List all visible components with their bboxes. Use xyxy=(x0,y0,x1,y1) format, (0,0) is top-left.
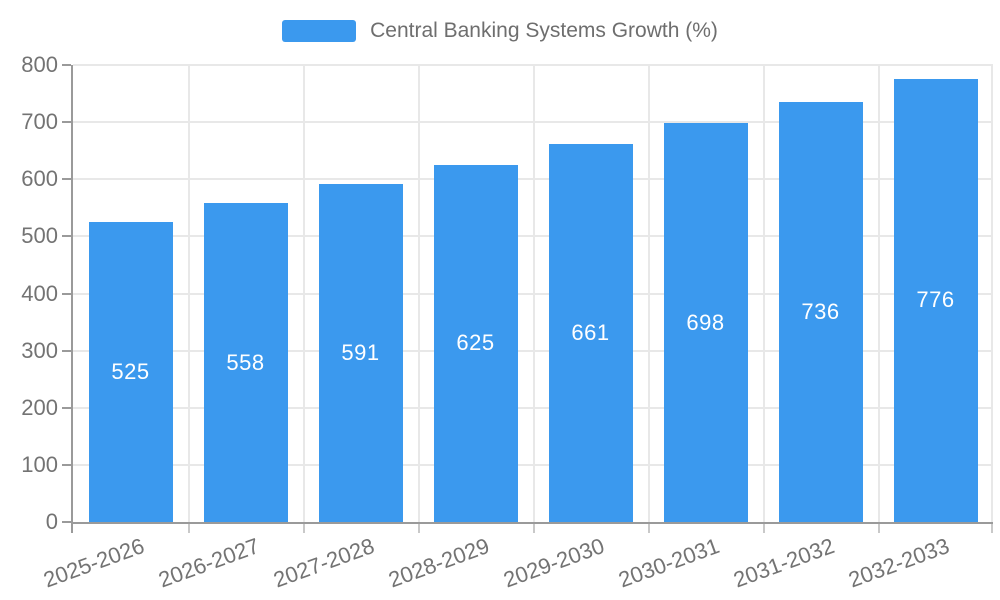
gridline-vertical xyxy=(418,65,420,522)
y-tick-label: 700 xyxy=(21,109,58,135)
bar-2025-2026[interactable]: 525 xyxy=(88,222,173,522)
bar-2028-2029[interactable]: 625 xyxy=(433,164,518,522)
y-tick-mark xyxy=(62,235,71,238)
x-tick-mark xyxy=(71,524,73,533)
x-tick-mark xyxy=(648,524,650,533)
x-tick-mark xyxy=(188,524,190,533)
y-tick-mark xyxy=(62,178,71,181)
y-tick-label: 300 xyxy=(21,337,58,363)
gridline-vertical xyxy=(533,65,535,522)
bar-2032-2033[interactable]: 776 xyxy=(893,78,978,522)
y-axis-labels: 0 100 200 300 400 500 600 700 800 xyxy=(0,52,58,534)
gridline-horizontal xyxy=(73,64,993,66)
bar-value-label: 661 xyxy=(571,320,610,346)
x-axis-line xyxy=(71,522,993,524)
y-tick-mark xyxy=(62,521,71,523)
x-tick-label: 2026-2027 xyxy=(154,533,263,593)
bar-value-label: 625 xyxy=(456,330,495,356)
legend-swatch xyxy=(282,20,357,42)
y-tick-mark xyxy=(62,463,71,466)
bar-2031-2032[interactable]: 736 xyxy=(778,101,863,522)
gridline-vertical xyxy=(303,65,305,522)
y-tick-label: 600 xyxy=(21,166,58,192)
gridline-vertical xyxy=(878,65,880,522)
gridline-vertical xyxy=(763,65,765,522)
x-tick-label: 2032-2033 xyxy=(844,533,953,593)
y-tick-label: 400 xyxy=(21,280,58,306)
bar-value-label: 591 xyxy=(341,340,380,366)
y-tick-label: 800 xyxy=(21,52,58,77)
y-tick-label: 0 xyxy=(45,509,58,534)
x-tick-label: 2029-2030 xyxy=(499,533,608,593)
bar-value-label: 736 xyxy=(801,298,840,324)
y-tick-label: 500 xyxy=(21,223,58,249)
bar-2029-2030[interactable]: 661 xyxy=(548,144,633,522)
x-tick-mark xyxy=(763,524,765,533)
y-tick-label: 200 xyxy=(21,394,58,420)
y-tick-mark xyxy=(62,349,71,352)
bar-2027-2028[interactable]: 591 xyxy=(318,184,403,522)
bar-2026-2027[interactable]: 558 xyxy=(203,203,288,522)
x-tick-label: 2027-2028 xyxy=(269,533,378,593)
plot-area: 525 558 591 625 661 698 736 776 xyxy=(62,64,993,533)
x-tick-label: 2031-2032 xyxy=(729,533,838,593)
legend-label: Central Banking Systems Growth (%) xyxy=(370,19,718,42)
y-tick-mark xyxy=(62,64,71,66)
x-tick-mark xyxy=(418,524,420,533)
x-tick-mark xyxy=(878,524,880,533)
x-tick-mark xyxy=(991,524,993,533)
gridline-vertical xyxy=(188,65,190,522)
y-axis-line xyxy=(71,65,73,530)
x-tick-label: 2030-2031 xyxy=(614,533,723,593)
x-tick-mark xyxy=(533,524,535,533)
bar-2030-2031[interactable]: 698 xyxy=(663,123,748,522)
x-tick-mark xyxy=(303,524,305,533)
y-tick-mark xyxy=(62,292,71,295)
bar-value-label: 698 xyxy=(686,309,725,335)
x-tick-label: 2028-2029 xyxy=(384,533,493,593)
bar-value-label: 776 xyxy=(916,287,955,313)
y-tick-mark xyxy=(62,121,71,124)
bar-value-label: 525 xyxy=(111,359,150,385)
gridline-vertical xyxy=(991,65,993,522)
y-tick-label: 100 xyxy=(21,451,58,477)
x-tick-label: 2025-2026 xyxy=(39,533,148,593)
y-tick-mark xyxy=(62,406,71,409)
bar-value-label: 558 xyxy=(226,349,265,375)
legend-item[interactable]: Central Banking Systems Growth (%) xyxy=(0,19,1000,43)
gridline-vertical xyxy=(648,65,650,522)
